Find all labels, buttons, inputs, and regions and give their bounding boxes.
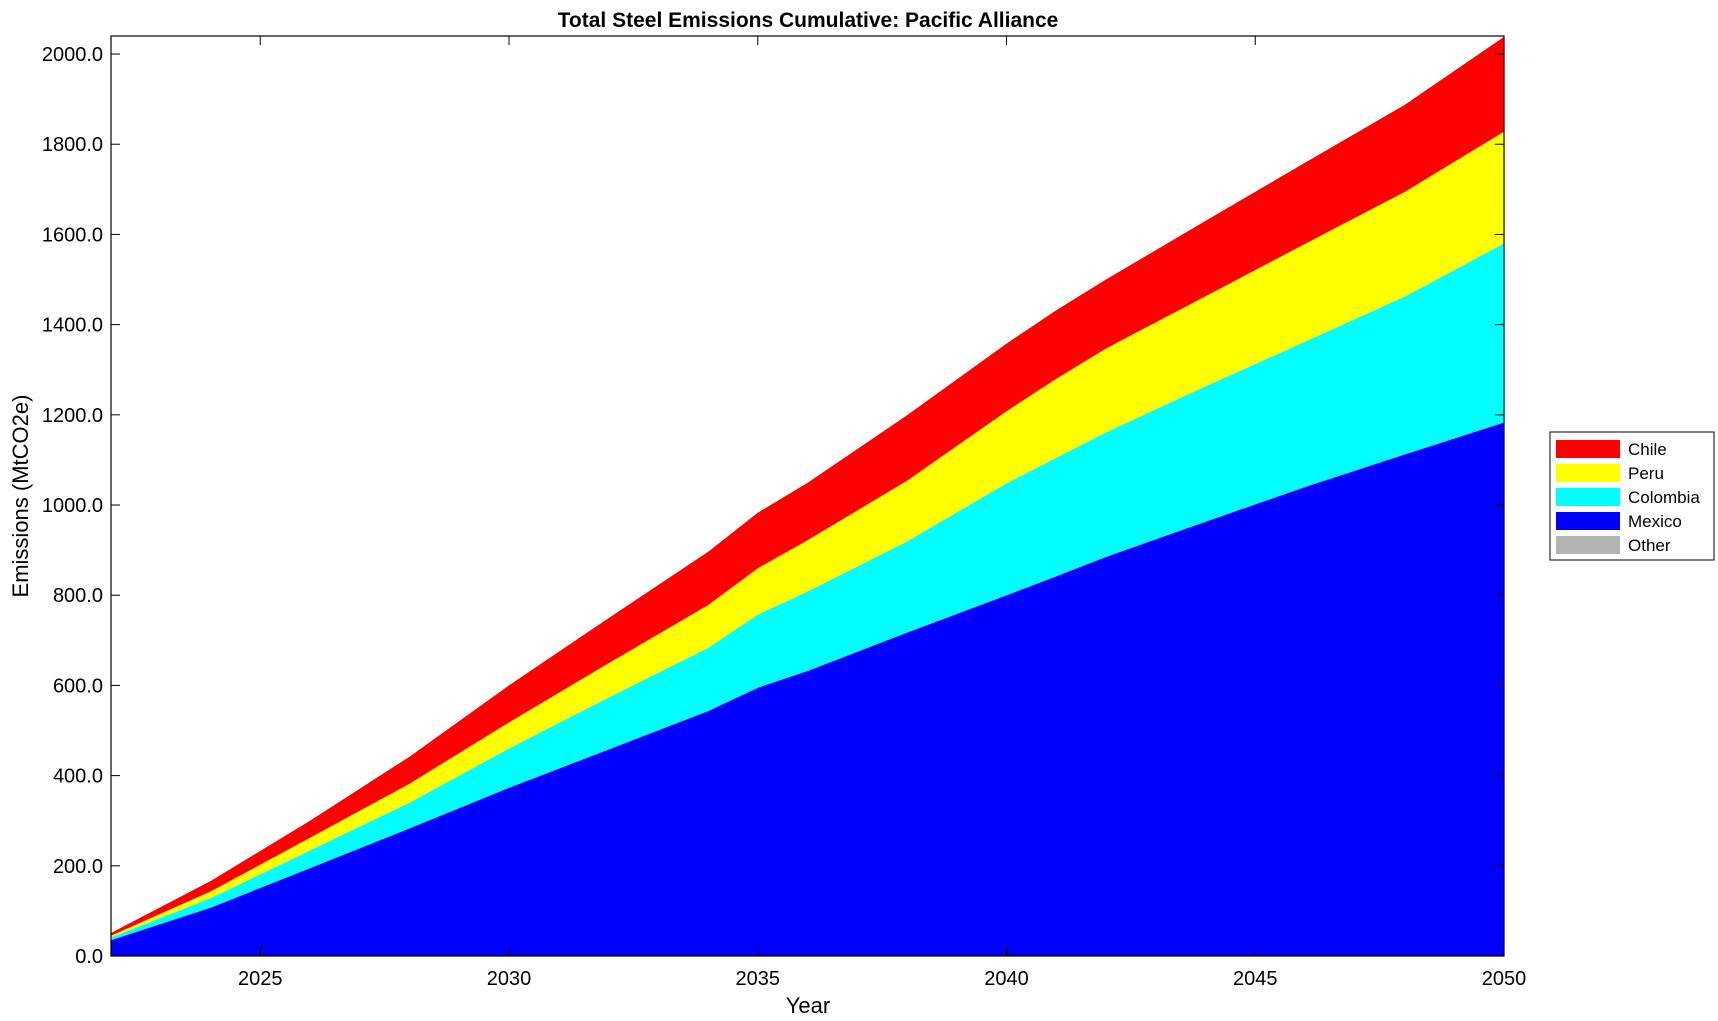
area-layers [111, 36, 1504, 956]
y-tick-label: 1000.0 [42, 495, 103, 517]
legend-label-chile: Chile [1628, 440, 1667, 459]
x-tick-label: 2050 [1482, 968, 1527, 990]
legend-swatch-peru [1556, 464, 1620, 482]
x-tick-label: 2025 [238, 968, 283, 990]
y-tick-label: 2000.0 [42, 44, 103, 66]
legend-swatch-mexico [1556, 512, 1620, 530]
chart-title: Total Steel Emissions Cumulative: Pacifi… [558, 9, 1059, 32]
legend-swatch-other [1556, 536, 1620, 554]
x-tick-label: 2040 [984, 968, 1029, 990]
y-tick-label: 0.0 [75, 946, 103, 968]
y-tick-label: 800.0 [53, 585, 103, 607]
y-tick-label: 600.0 [53, 675, 103, 697]
y-tick-label: 1600.0 [42, 224, 103, 246]
x-tick-label: 2045 [1233, 968, 1278, 990]
y-tick-label: 1400.0 [42, 315, 103, 337]
legend-label-colombia: Colombia [1628, 488, 1700, 507]
legend-swatch-colombia [1556, 488, 1620, 506]
plot-frame [110, 35, 1505, 957]
y-tick-label: 200.0 [53, 856, 103, 878]
y-axis-title: Emissions (MtCO2e) [8, 395, 33, 598]
axis-ticks: 2025 2030 2035 2040 2045 2050 0.0 200.0 400.0 600… [42, 36, 1526, 990]
area-colombia [111, 243, 1504, 941]
legend-label-peru: Peru [1628, 464, 1664, 483]
legend: Chile Peru Colombia Mexico Other [1549, 431, 1715, 561]
y-tick-label: 400.0 [53, 766, 103, 788]
x-tick-label: 2035 [736, 968, 781, 990]
legend-swatch-chile [1556, 440, 1620, 458]
legend-label-other: Other [1628, 536, 1671, 555]
y-tick-label: 1200.0 [42, 405, 103, 427]
legend-label-mexico: Mexico [1628, 512, 1682, 531]
y-tick-label: 1800.0 [42, 134, 103, 156]
area-mexico [111, 422, 1504, 956]
area-chile [111, 36, 1504, 936]
x-tick-label: 2030 [487, 968, 532, 990]
area-peru [111, 131, 1504, 938]
x-axis-title: Year [786, 993, 830, 1018]
